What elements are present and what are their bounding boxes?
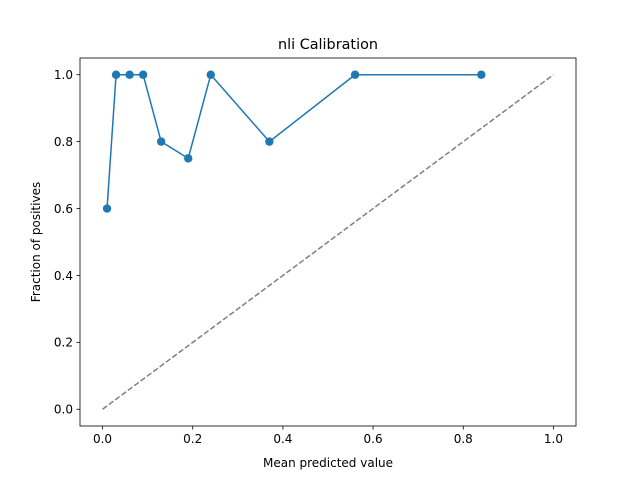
x-axis-label: Mean predicted value bbox=[263, 456, 393, 470]
calibration-point bbox=[477, 70, 486, 79]
axes-frame bbox=[79, 57, 577, 427]
calibration-point bbox=[125, 70, 134, 79]
x-tick-label: 0.6 bbox=[364, 432, 383, 446]
y-tick-label: 0.2 bbox=[54, 336, 73, 350]
plot-area: 0.0 0.2 0.4 0.6 0.8 1.0 0.0 0.2 0.4 0.6 0.8 1.0 bbox=[54, 57, 577, 446]
calibration-point bbox=[102, 204, 112, 213]
x-tick-label: 0.2 bbox=[183, 432, 202, 446]
calibration-point bbox=[350, 70, 360, 79]
calibration-series-line bbox=[106, 73, 482, 209]
y-tick-label: 0.6 bbox=[54, 202, 73, 216]
y-tick-label: 1.0 bbox=[54, 68, 73, 82]
y-tick-label: 0.0 bbox=[54, 403, 73, 417]
x-tick-label: 0.4 bbox=[273, 432, 292, 446]
calibration-point bbox=[184, 154, 193, 163]
calibration-point bbox=[111, 70, 121, 79]
calibration-point bbox=[206, 70, 215, 79]
x-tick-label: 1.0 bbox=[544, 432, 563, 446]
y-axis-label: Fraction of positives bbox=[29, 182, 43, 302]
perfect-calibration-line bbox=[102, 74, 554, 410]
x-tick-label: 0.0 bbox=[93, 432, 112, 446]
calibration-point bbox=[156, 137, 166, 146]
calibration-point bbox=[138, 70, 148, 79]
calibration-point bbox=[265, 137, 274, 146]
y-tick-label: 0.4 bbox=[54, 269, 73, 283]
y-tick-label: 0.8 bbox=[54, 135, 73, 149]
chart-title: nli Calibration bbox=[278, 37, 378, 53]
x-tick-label: 0.8 bbox=[454, 432, 473, 446]
